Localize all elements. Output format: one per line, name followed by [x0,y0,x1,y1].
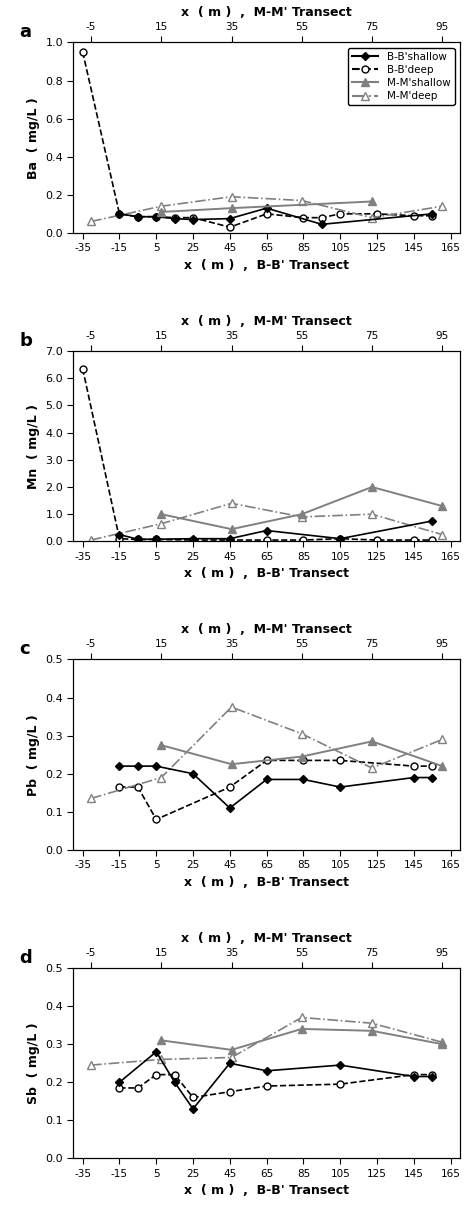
Y-axis label: Pb  ( mg/L ): Pb ( mg/L ) [27,713,40,796]
Legend: B-B'shallow, B-B'deep, M-M'shallow, M-M'deep: B-B'shallow, B-B'deep, M-M'shallow, M-M'… [348,47,455,106]
X-axis label: x  ( m )  ,  M-M' Transect: x ( m ) , M-M' Transect [181,6,352,19]
Text: b: b [19,332,32,349]
X-axis label: x  ( m )  ,  B-B' Transect: x ( m ) , B-B' Transect [184,1184,349,1197]
X-axis label: x  ( m )  ,  M-M' Transect: x ( m ) , M-M' Transect [181,623,352,637]
Text: a: a [19,23,31,41]
X-axis label: x  ( m )  ,  M-M' Transect: x ( m ) , M-M' Transect [181,932,352,945]
X-axis label: x  ( m )  ,  B-B' Transect: x ( m ) , B-B' Transect [184,876,349,889]
Text: d: d [19,949,32,967]
Y-axis label: Sb  ( mg/L ): Sb ( mg/L ) [27,1023,40,1104]
Y-axis label: Mn  ( mg/L ): Mn ( mg/L ) [27,404,40,489]
Y-axis label: Ba  ( mg/L ): Ba ( mg/L ) [27,97,40,178]
X-axis label: x  ( m )  ,  M-M' Transect: x ( m ) , M-M' Transect [181,315,352,328]
Text: c: c [19,640,30,659]
X-axis label: x  ( m )  ,  B-B' Transect: x ( m ) , B-B' Transect [184,258,349,272]
X-axis label: x  ( m )  ,  B-B' Transect: x ( m ) , B-B' Transect [184,568,349,580]
